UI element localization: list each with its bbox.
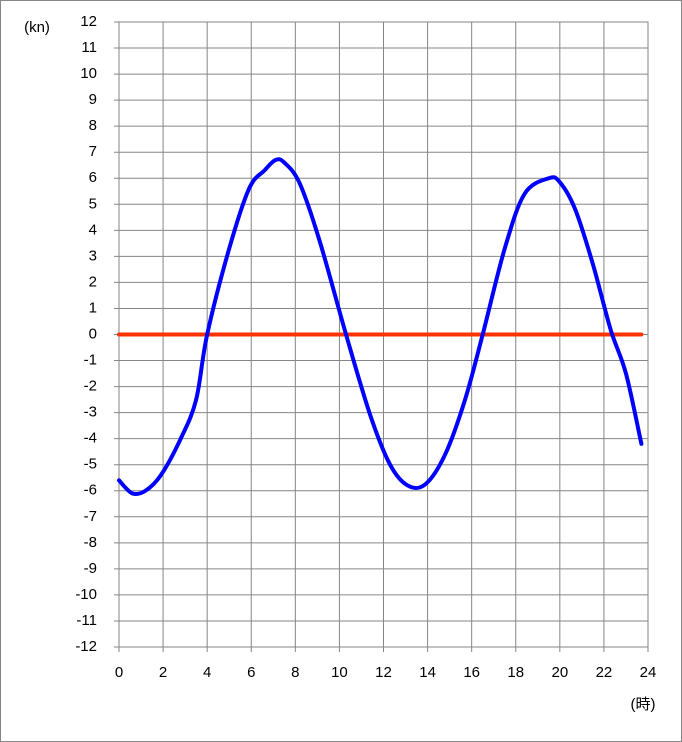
- y-tick-label: 9: [89, 91, 97, 108]
- y-tick-label: 0: [89, 325, 97, 342]
- y-tick-label: 7: [89, 143, 97, 160]
- y-tick-label: -1: [84, 352, 97, 369]
- x-tick-label: 0: [115, 664, 123, 681]
- y-tick-label: -10: [75, 586, 97, 603]
- data-line: [117, 157, 644, 497]
- y-tick-label: 8: [89, 117, 97, 134]
- y-tick-label: 11: [81, 39, 97, 56]
- x-tick-label: 20: [551, 664, 568, 681]
- x-tick-label: 22: [596, 664, 613, 681]
- y-tick-label: -9: [84, 560, 97, 577]
- y-tick-label: 10: [80, 65, 97, 82]
- y-tick-label: 12: [80, 13, 97, 30]
- y-tick-label: 3: [89, 247, 97, 264]
- y-tick-label: -8: [84, 534, 97, 551]
- x-axis-label: (時): [631, 696, 656, 713]
- x-tick-label: 6: [247, 664, 255, 681]
- x-tick-label: 12: [375, 664, 392, 681]
- y-tick-label: 2: [89, 273, 97, 290]
- x-tick-label: 10: [331, 664, 348, 681]
- y-tick-label: 4: [89, 221, 97, 238]
- x-tick-label: 2: [159, 664, 167, 681]
- x-tick-label: 4: [203, 664, 211, 681]
- x-tick-label: 8: [291, 664, 299, 681]
- y-tick-label: -7: [84, 508, 97, 525]
- x-tick-label: 16: [463, 664, 480, 681]
- y-axis-label: (kn): [24, 19, 50, 36]
- y-tick-label: -5: [84, 456, 97, 473]
- x-tick-label: 18: [507, 664, 524, 681]
- y-tick-label: -6: [84, 482, 97, 499]
- y-tick-label: -2: [84, 378, 97, 395]
- y-tick-label: -3: [84, 404, 97, 421]
- y-tick-label: 6: [89, 169, 97, 186]
- y-tick-label: -12: [75, 638, 97, 655]
- y-tick-label: 1: [89, 299, 97, 316]
- y-tick-label: 5: [89, 195, 97, 212]
- x-tick-label: 24: [640, 664, 657, 681]
- y-tick-label: -4: [84, 430, 97, 447]
- x-tick-label: 14: [419, 664, 436, 681]
- y-tick-label: -11: [76, 612, 97, 629]
